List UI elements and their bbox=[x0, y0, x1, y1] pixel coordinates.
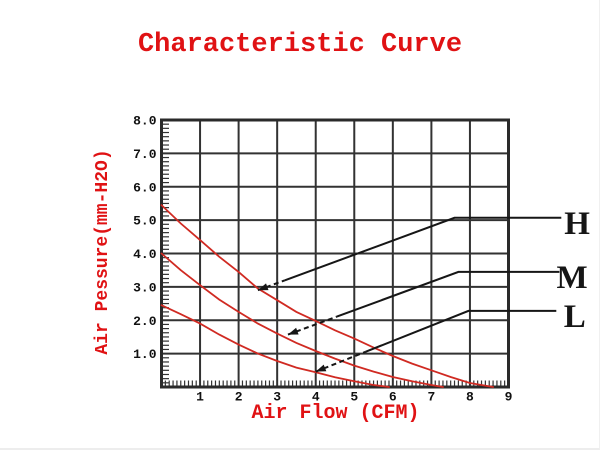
annotation-H bbox=[257, 216, 562, 292]
y-tick-label: 1.0 bbox=[133, 347, 157, 362]
x-tick-label: 3 bbox=[273, 390, 281, 405]
curve-L bbox=[160, 304, 390, 388]
x-axis-label: Air Flow (CFM) bbox=[251, 402, 420, 425]
x-tick-label: 9 bbox=[505, 390, 513, 405]
arrow-head-H bbox=[257, 283, 269, 291]
y-tick-label: 2.0 bbox=[133, 314, 157, 329]
speed-label-M: M bbox=[557, 260, 588, 296]
y-tick-label: 4.0 bbox=[133, 247, 157, 262]
y-tick-label: 3.0 bbox=[133, 280, 157, 295]
x-tick-label: 6 bbox=[389, 390, 397, 405]
x-tick-label: 4 bbox=[312, 390, 320, 405]
grid-lines bbox=[161, 120, 509, 387]
y-tick-label: 7.0 bbox=[133, 147, 157, 162]
arrow-head-M bbox=[287, 327, 299, 335]
y-tick-label: 6.0 bbox=[133, 180, 157, 195]
chart-title: Characteristic Curve bbox=[137, 30, 463, 60]
curve-H bbox=[160, 204, 494, 388]
annotation-M bbox=[287, 270, 560, 336]
minor-ticks bbox=[160, 119, 510, 388]
x-tick-label: 5 bbox=[350, 390, 358, 405]
y-tick-label: 5.0 bbox=[133, 214, 157, 229]
x-tick-label: 7 bbox=[427, 390, 435, 405]
x-tick-label: 1 bbox=[196, 390, 204, 405]
speed-label-L: L bbox=[564, 299, 586, 335]
curve-M bbox=[160, 252, 444, 388]
x-tick-label: 8 bbox=[466, 390, 474, 405]
y-tick-label: 8.0 bbox=[133, 114, 157, 129]
y-axis-label: Air Pessure(mm-H2O) bbox=[93, 149, 113, 355]
annotation-L bbox=[315, 309, 557, 373]
tick-labels: 1 2 3 4 5 6 7 8 9 8.0 7.0 6.0 5.0 4.0 3.0 2.0 1.0 bbox=[133, 114, 513, 405]
x-tick-label: 2 bbox=[235, 390, 243, 405]
speed-label-H: H bbox=[564, 206, 590, 242]
arrow-head-L bbox=[315, 364, 327, 372]
